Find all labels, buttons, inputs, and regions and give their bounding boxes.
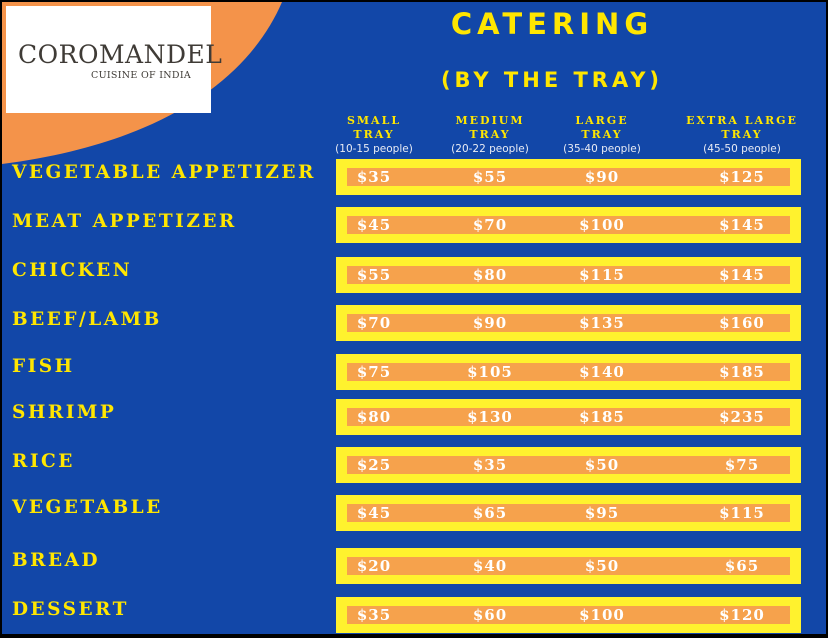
price-bar: $45 $70 $100 $145: [336, 207, 801, 243]
price-cell: $135: [579, 314, 625, 332]
price-bar: $80 $130 $185 $235: [336, 399, 801, 435]
column-header: EXTRA LARGE TRAY (45-50 people): [682, 114, 802, 156]
menu-item-label: SHRIMP: [12, 402, 117, 423]
price-cell: $185: [579, 408, 625, 426]
price-cell: $90: [472, 314, 508, 332]
menu-item-label: DESSERT: [12, 599, 129, 620]
price-cell: $70: [356, 314, 392, 332]
price-cell: $140: [579, 363, 625, 381]
column-header-line1: SMALL: [346, 114, 402, 127]
price-bar: $75 $105 $140 $185: [336, 354, 801, 390]
price-cell: $20: [356, 557, 392, 575]
price-cell: $145: [719, 266, 765, 284]
column-header: LARGE TRAY (35-40 people): [542, 114, 662, 156]
price-cell: $115: [719, 504, 765, 522]
column-header-line2: TRAY: [721, 128, 763, 141]
price-bar: $55 $80 $115 $145: [336, 257, 801, 293]
price-bar: $25 $35 $50 $75: [336, 447, 801, 483]
price-bar-fill: $45 $70 $100 $145: [347, 216, 790, 234]
price-cell: $105: [467, 363, 513, 381]
column-header: SMALL TRAY (10-15 people): [314, 114, 434, 156]
price-cell: $60: [472, 606, 508, 624]
price-cell: $115: [579, 266, 625, 284]
price-bar-fill: $35 $55 $90 $125: [347, 168, 790, 186]
price-cell: $120: [719, 606, 765, 624]
price-cell: $95: [584, 504, 620, 522]
price-cell: $80: [356, 408, 392, 426]
price-bar-fill: $35 $60 $100 $120: [347, 606, 790, 624]
price-cell: $75: [724, 456, 760, 474]
price-cell: $75: [356, 363, 392, 381]
price-cell: $55: [472, 168, 508, 186]
price-bar: $20 $40 $50 $65: [336, 548, 801, 584]
column-header-line2: TRAY: [469, 128, 511, 141]
menu-item-label: MEAT APPETIZER: [12, 211, 237, 232]
column-header-line2: TRAY: [353, 128, 395, 141]
price-cell: $65: [472, 504, 508, 522]
price-cell: $235: [719, 408, 765, 426]
price-cell: $145: [719, 216, 765, 234]
price-cell: $100: [579, 606, 625, 624]
price-cell: $90: [584, 168, 620, 186]
column-header-people: (10-15 people): [335, 143, 413, 155]
price-cell: $65: [724, 557, 760, 575]
menu-item-label: FISH: [12, 356, 75, 377]
logo-tagline: CUISINE OF INDIA: [91, 70, 192, 81]
price-cell: $35: [472, 456, 508, 474]
menu-item-label: VEGETABLE APPETIZER: [12, 162, 316, 183]
price-cell: $40: [472, 557, 508, 575]
menu-item-label: RICE: [12, 451, 75, 472]
menu-item-label: BEEF/LAMB: [12, 309, 162, 330]
page-title: CATERING: [450, 7, 654, 41]
price-cell: $100: [579, 216, 625, 234]
column-header-line1: EXTRA LARGE: [686, 114, 798, 127]
column-header-people: (35-40 people): [563, 143, 641, 155]
column-header: MEDIUM TRAY (20-22 people): [430, 114, 550, 156]
page-subtitle: (BY THE TRAY): [440, 68, 664, 92]
menu-item-label: VEGETABLE: [12, 497, 163, 518]
price-bar-fill: $75 $105 $140 $185: [347, 363, 790, 381]
column-header-people: (45-50 people): [703, 143, 781, 155]
price-cell: $80: [472, 266, 508, 284]
price-cell: $45: [356, 504, 392, 522]
column-header-line2: TRAY: [581, 128, 623, 141]
price-cell: $50: [584, 557, 620, 575]
price-bar-fill: $55 $80 $115 $145: [347, 266, 790, 284]
price-cell: $130: [467, 408, 513, 426]
price-cell: $125: [719, 168, 765, 186]
price-bar: $70 $90 $135 $160: [336, 305, 801, 341]
price-cell: $35: [356, 606, 392, 624]
price-cell: $45: [356, 216, 392, 234]
restaurant-logo: COROMANDEL CUISINE OF INDIA: [6, 6, 222, 113]
price-bar: $45 $65 $95 $115: [336, 495, 801, 531]
price-cell: $50: [584, 456, 620, 474]
price-bar-fill: $25 $35 $50 $75: [347, 456, 790, 474]
menu-item-label: CHICKEN: [12, 260, 133, 281]
price-cell: $55: [356, 266, 392, 284]
column-header-line1: MEDIUM: [455, 114, 525, 127]
column-header-line1: LARGE: [575, 114, 629, 127]
price-cell: $160: [719, 314, 765, 332]
price-cell: $35: [356, 168, 392, 186]
price-cell: $70: [472, 216, 508, 234]
logo-name: COROMANDEL: [18, 40, 223, 69]
price-bar-fill: $45 $65 $95 $115: [347, 504, 790, 522]
menu-item-label: BREAD: [12, 550, 101, 571]
price-bar: $35 $60 $100 $120: [336, 597, 801, 633]
column-header-people: (20-22 people): [451, 143, 529, 155]
price-bar: $35 $55 $90 $125: [336, 159, 801, 195]
price-bar-fill: $70 $90 $135 $160: [347, 314, 790, 332]
price-bar-fill: $20 $40 $50 $65: [347, 557, 790, 575]
price-bar-fill: $80 $130 $185 $235: [347, 408, 790, 426]
price-cell: $185: [719, 363, 765, 381]
price-cell: $25: [356, 456, 392, 474]
